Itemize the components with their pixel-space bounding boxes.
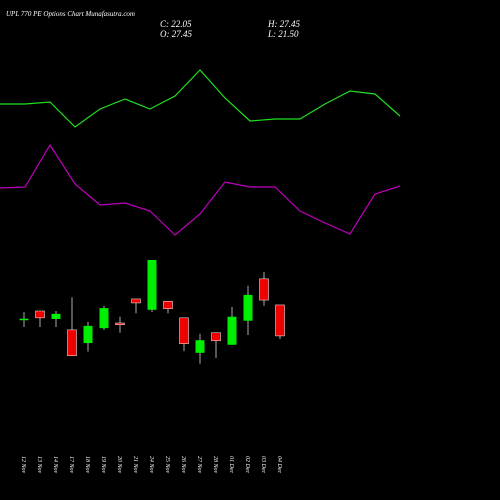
candle-body	[259, 278, 269, 301]
x-tick-label: 26 Nov	[180, 456, 186, 474]
candle-body	[67, 329, 77, 356]
candle-body	[195, 340, 205, 353]
candle-body	[147, 259, 157, 310]
ohlc-low: L: 21.50	[267, 29, 299, 39]
candle-body	[99, 308, 109, 329]
x-tick-label: 24 Nov	[148, 456, 155, 474]
x-tick-label: 12 Nov	[20, 456, 26, 474]
x-tick-label: 01 Dec	[228, 456, 234, 473]
ohlc-close: C: 22.05	[160, 19, 192, 29]
candle-body	[179, 317, 189, 344]
candle-body	[35, 310, 45, 319]
line-series	[0, 143, 401, 236]
x-tick-label: 17 Nov	[68, 456, 74, 474]
chart-title: UPL 770 PE Options Chart Munafasutra.com	[6, 10, 135, 18]
candle-body	[115, 322, 125, 325]
x-tick-label: 04 Dec	[276, 456, 283, 473]
candle-body	[19, 318, 29, 321]
x-tick-label: 20 Nov	[116, 456, 122, 474]
candle-body	[275, 304, 285, 337]
x-tick-label: 19 Nov	[100, 456, 106, 474]
x-tick-label: 02 Dec	[244, 456, 250, 473]
x-tick-label: 28 Nov	[212, 456, 218, 474]
x-tick-label: 14 Nov	[52, 456, 59, 474]
x-tick-label: 03 Dec	[260, 456, 266, 473]
candle-body	[211, 332, 221, 342]
candle-body	[83, 325, 93, 344]
candle-body	[163, 300, 173, 309]
ohlc-open: O: 27.45	[160, 29, 192, 39]
x-tick-label: 18 Nov	[84, 456, 90, 474]
candle-body	[51, 313, 61, 319]
candle-body	[131, 298, 141, 304]
x-tick-label: 13 Nov	[36, 456, 42, 474]
x-tick-label: 21 Nov	[132, 456, 138, 474]
ohlc-high: H: 27.45	[267, 19, 300, 29]
candle-body	[227, 316, 237, 345]
x-tick-label: 27 Nov	[196, 456, 202, 474]
x-tick-label: 25 Nov	[164, 456, 170, 474]
candle-body	[243, 294, 253, 321]
line-series	[0, 69, 401, 128]
